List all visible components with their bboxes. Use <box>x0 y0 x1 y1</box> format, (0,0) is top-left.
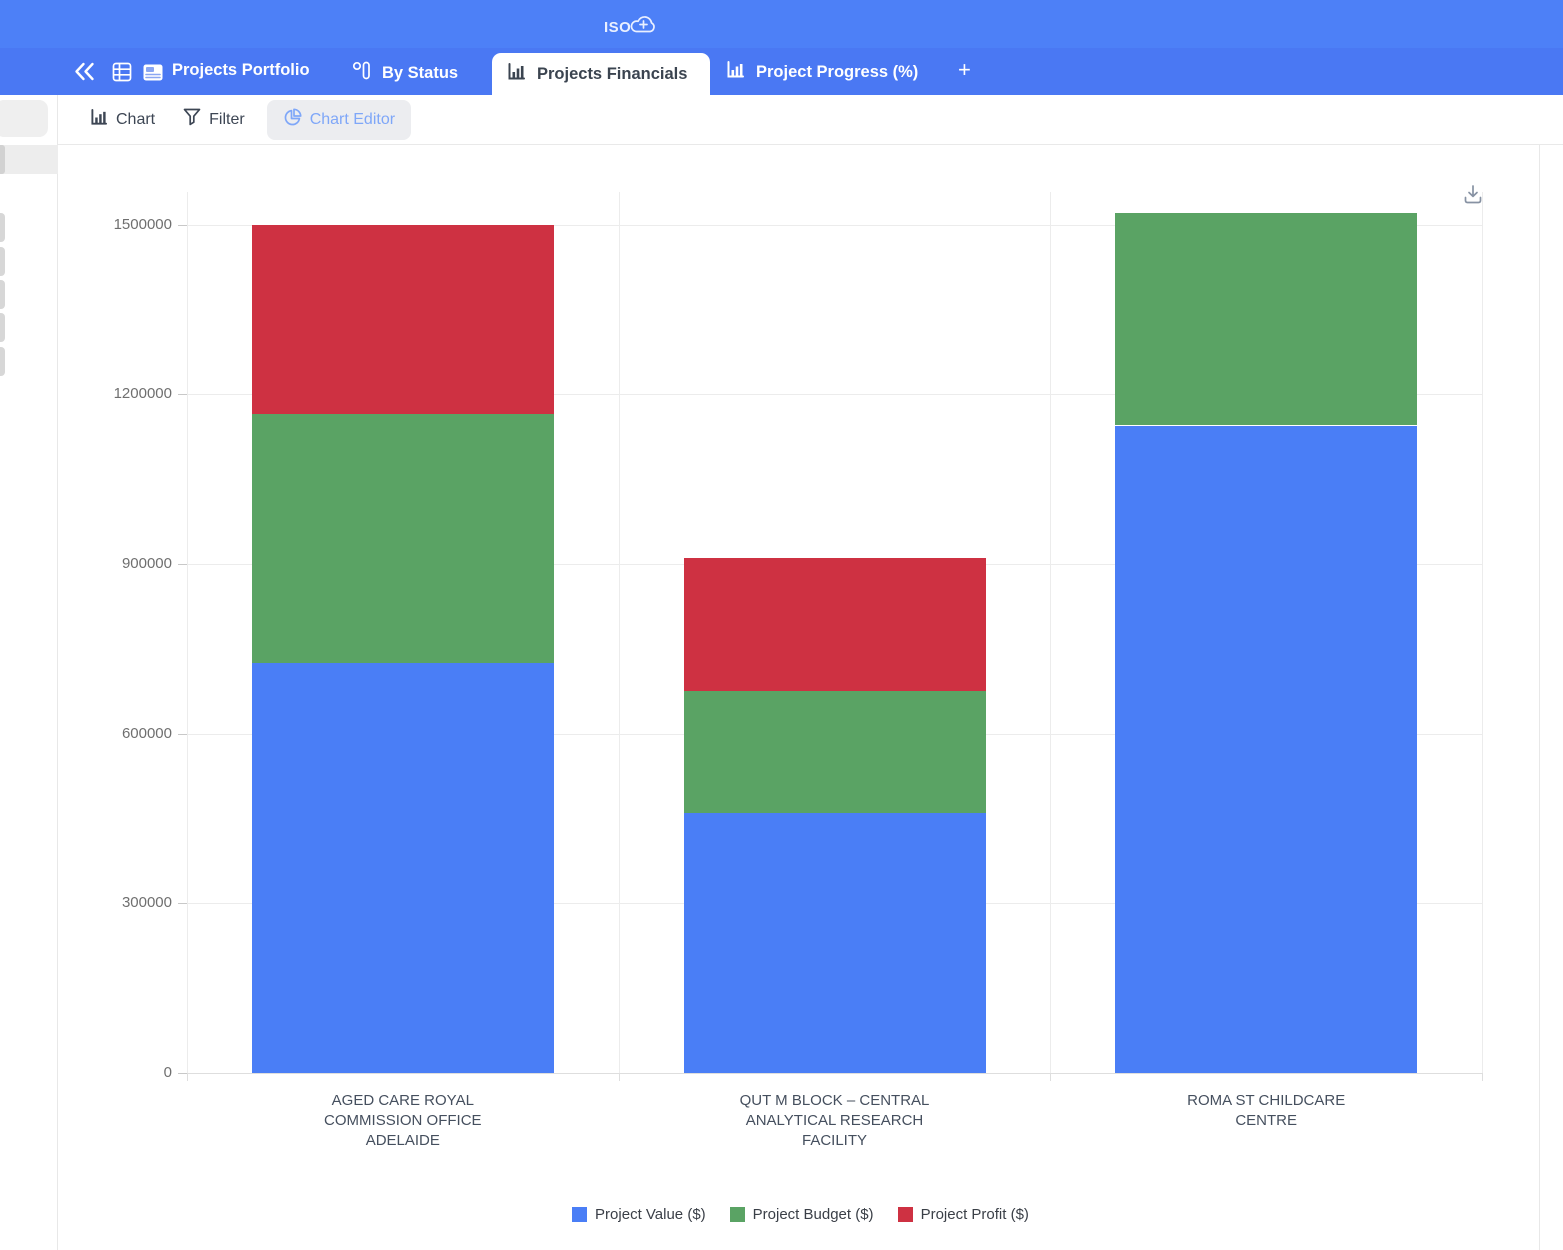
gridline-vertical <box>1050 192 1052 1073</box>
grid-view-icon[interactable] <box>112 62 132 82</box>
x-axis-category-label: QUT M BLOCK – CENTRAL ANALYTICAL RESEARCH… <box>739 1092 930 1149</box>
chart-editor-button[interactable]: Chart Editor <box>266 99 412 140</box>
y-axis-tick <box>178 224 187 226</box>
y-axis-tick-label: 300000 <box>121 894 172 912</box>
x-axis-tick <box>1482 1073 1483 1081</box>
gridline-horizontal <box>187 224 1482 226</box>
y-axis-tick <box>178 733 187 735</box>
legend-label: Project Value ($) <box>595 1206 706 1223</box>
bar-segment-project-budget[interactable] <box>683 691 986 813</box>
top-app-bar: ISO <box>0 0 1563 48</box>
tab-bar: Projects Portfolio By Status Projects Fi… <box>0 48 1563 95</box>
x-axis-category-label: ROMA ST CHILDCARE CENTRE <box>1187 1092 1346 1129</box>
pie-chart-icon <box>283 107 302 132</box>
logo-text: ISO <box>604 19 632 36</box>
legend-item[interactable]: Project Value ($) <box>572 1206 706 1223</box>
sidebar-button[interactable] <box>0 100 48 137</box>
bar-segment-project-value[interactable] <box>683 812 986 1073</box>
legend-swatch <box>572 1207 588 1222</box>
tab-project-progress[interactable]: Project Progress (%) <box>726 61 918 84</box>
chart-view-button[interactable]: Chart <box>90 108 155 131</box>
legend-label: Project Profit ($) <box>920 1206 1029 1223</box>
bar-segment-project-value[interactable] <box>251 663 554 1073</box>
y-axis-tick-label: 1500000 <box>113 215 172 233</box>
collapse-sidebar-icon[interactable] <box>73 62 97 81</box>
y-axis-tick-label: 1200000 <box>113 385 172 403</box>
chart-legend: Project Value ($) Project Budget ($) Proje… <box>153 1206 1448 1223</box>
app-logo[interactable]: ISO <box>604 10 659 41</box>
y-axis-tick <box>178 903 187 905</box>
legend-label: Project Budget ($) <box>752 1206 874 1223</box>
cloud-plus-icon <box>631 10 659 41</box>
bar-segment-project-profit[interactable] <box>251 224 554 415</box>
sidebar-item-handle[interactable] <box>0 347 5 376</box>
gridline-horizontal <box>187 394 1482 396</box>
sidebar-item-handle[interactable] <box>0 247 5 276</box>
kanban-status-icon <box>352 61 371 85</box>
x-axis-category-label: AGED CARE ROYAL COMMISSION OFFICE ADELAIDE <box>324 1092 482 1149</box>
legend-swatch <box>897 1207 913 1222</box>
x-axis-tick <box>618 1073 620 1081</box>
bar-segment-project-profit[interactable] <box>683 558 986 692</box>
card-view-icon[interactable] <box>143 64 163 81</box>
add-tab-button[interactable]: + <box>958 57 971 82</box>
legend-item[interactable]: Project Budget ($) <box>729 1206 874 1223</box>
tab-by-status[interactable]: By Status <box>352 61 458 85</box>
bar-segment-project-budget[interactable] <box>1115 213 1418 426</box>
panel-right-divider <box>1539 145 1540 1250</box>
bar-chart-icon <box>90 108 108 131</box>
stacked-bar-chart: Project Value ($) Project Budget ($) Proje… <box>58 95 1563 1250</box>
x-axis-tick <box>187 1073 188 1081</box>
bar-segment-project-value[interactable] <box>1115 425 1418 1073</box>
sidebar-collapsed <box>0 95 58 1250</box>
x-axis-tick <box>1050 1073 1052 1081</box>
sidebar-item-handle[interactable] <box>0 213 5 242</box>
legend-swatch <box>729 1207 745 1222</box>
y-axis-tick-label: 0 <box>163 1064 172 1081</box>
download-chart-icon[interactable] <box>1462 183 1484 211</box>
y-axis-tick <box>178 394 187 396</box>
y-axis-tick <box>178 1073 187 1074</box>
sidebar-item-handle[interactable] <box>0 280 5 309</box>
gridline-vertical <box>618 192 620 1073</box>
gridline-vertical <box>1482 192 1483 1073</box>
y-axis-tick-label: 600000 <box>121 724 172 742</box>
bar-chart-icon <box>507 62 526 86</box>
filter-button[interactable]: Filter <box>183 108 245 131</box>
gridline-vertical <box>187 192 188 1073</box>
sidebar-item-handle[interactable] <box>0 313 5 342</box>
sidebar-row-handle <box>0 145 5 174</box>
bar-chart-icon <box>726 61 745 84</box>
bar-segment-project-budget[interactable] <box>251 414 554 663</box>
sidebar-selected-row[interactable] <box>0 145 58 174</box>
chart-panel: Chart Filter Chart Editor <box>58 95 1563 1250</box>
content-area: Chart Filter Chart Editor <box>0 95 1563 1250</box>
tab-projects-portfolio[interactable]: Projects Portfolio <box>172 61 310 79</box>
chart-toolbar: Chart Filter Chart Editor <box>58 95 1563 145</box>
x-axis-line <box>187 1073 1482 1074</box>
y-axis-tick-label: 900000 <box>121 555 172 572</box>
tab-projects-financials[interactable]: Projects Financials <box>492 53 710 95</box>
y-axis-tick <box>178 564 187 565</box>
funnel-icon <box>183 108 201 131</box>
legend-item[interactable]: Project Profit ($) <box>897 1206 1029 1223</box>
